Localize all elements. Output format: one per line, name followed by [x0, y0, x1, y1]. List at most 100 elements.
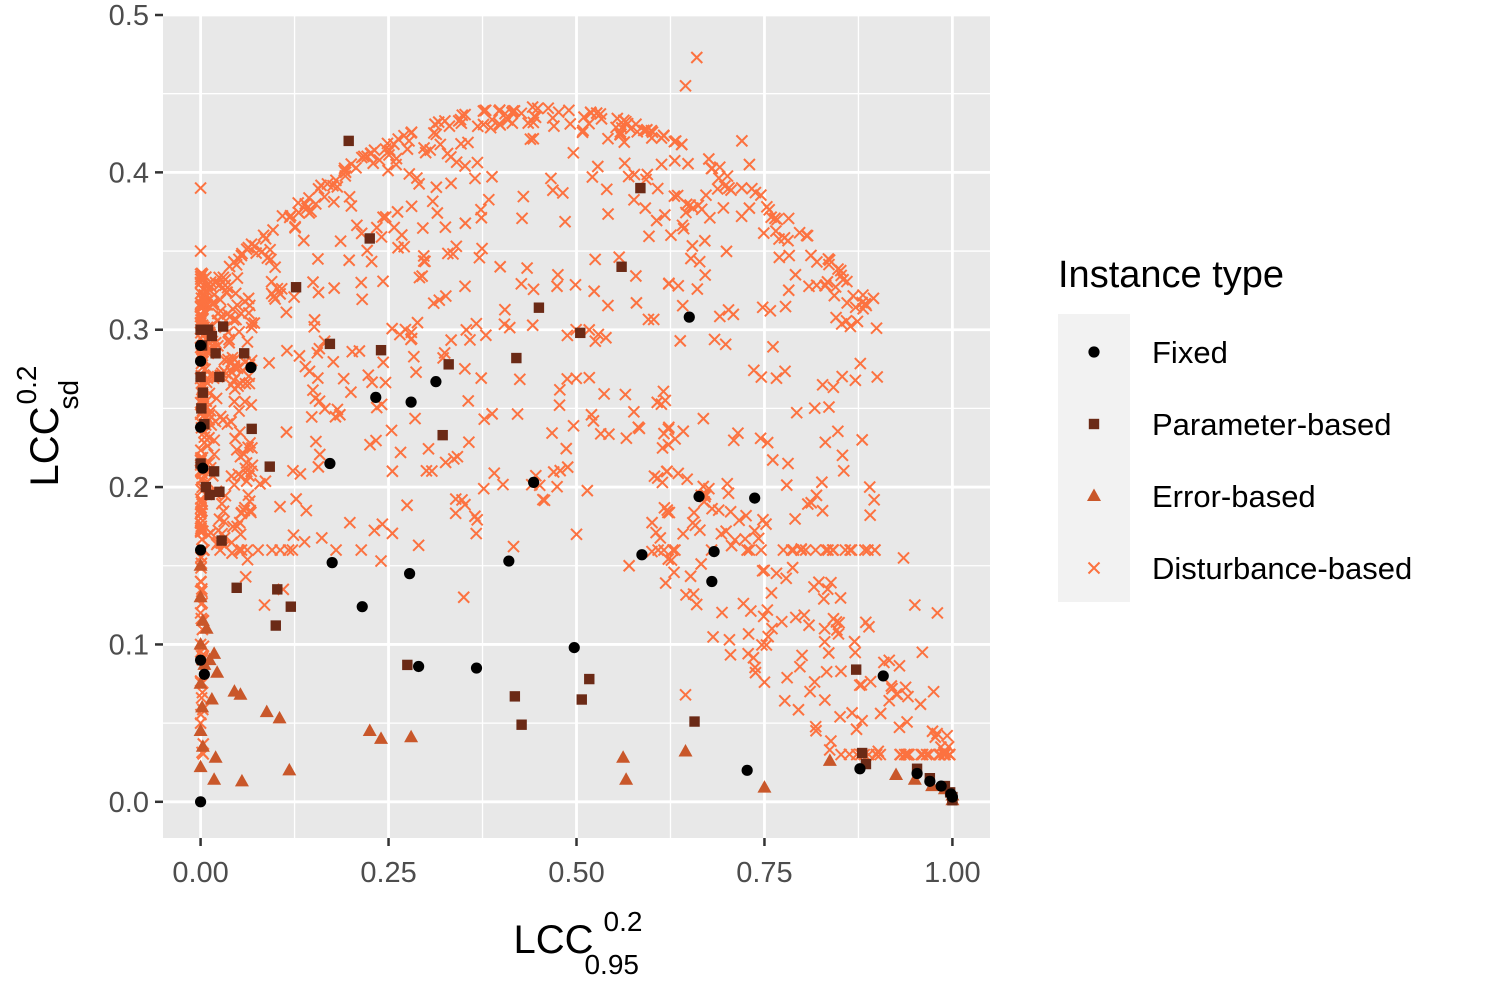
point-disturbance: [422, 442, 435, 456]
point-disturbance: [405, 200, 418, 213]
point-disturbance: [259, 232, 272, 245]
point-parameter: [246, 423, 257, 435]
point-disturbance: [632, 421, 645, 434]
point-disturbance: [656, 441, 669, 455]
point-disturbance: [831, 425, 845, 438]
point-disturbance: [376, 517, 389, 531]
point-parameter: [195, 324, 206, 335]
point-disturbance: [765, 586, 778, 600]
point-error: [204, 692, 219, 705]
point-disturbance: [599, 331, 613, 344]
point-disturbance: [463, 333, 477, 347]
point-disturbance: [407, 350, 421, 363]
point-disturbance: [245, 441, 259, 455]
point-disturbance: [586, 170, 599, 184]
point-disturbance: [505, 106, 519, 119]
point-disturbance: [662, 277, 676, 290]
point-disturbance: [864, 675, 877, 688]
point-disturbance: [788, 512, 802, 526]
point-disturbance: [503, 321, 516, 334]
point-parameter: [509, 691, 521, 702]
point-disturbance: [228, 432, 242, 445]
point-disturbance: [309, 435, 323, 448]
point-disturbance: [515, 212, 529, 225]
point-disturbance: [434, 138, 447, 151]
point-disturbance: [725, 539, 738, 552]
point-disturbance: [722, 303, 735, 317]
point-disturbance: [526, 319, 539, 332]
legend-label-4: Disturbance-based: [1152, 551, 1412, 586]
point-disturbance: [455, 493, 469, 507]
point-disturbance: [385, 322, 399, 335]
point-disturbance: [712, 171, 726, 185]
point-disturbance: [645, 545, 659, 558]
point-disturbance: [262, 356, 276, 370]
point-disturbance: [761, 630, 775, 643]
point-disturbance: [493, 103, 506, 117]
point-disturbance: [790, 406, 803, 419]
point-disturbance: [583, 371, 596, 384]
point-disturbance: [870, 321, 883, 335]
point-disturbance: [720, 245, 733, 258]
point-disturbance: [844, 320, 857, 333]
point-disturbance: [735, 134, 749, 148]
point-disturbance: [194, 244, 207, 258]
point-disturbance: [318, 402, 332, 415]
point-disturbance: [410, 171, 424, 185]
point-disturbance: [245, 237, 258, 251]
point-disturbance: [370, 221, 384, 234]
point-disturbance: [217, 505, 230, 518]
point-disturbance: [243, 495, 256, 508]
point-error: [202, 652, 217, 666]
point-disturbance: [536, 493, 550, 506]
point-parameter: [533, 302, 545, 313]
point-disturbance: [485, 407, 499, 421]
point-parameter: [364, 233, 375, 244]
point-disturbance: [748, 661, 762, 674]
point-disturbance: [261, 251, 274, 265]
point-disturbance: [731, 427, 745, 440]
point-disturbance: [708, 333, 721, 346]
point-error: [193, 558, 208, 571]
y-axis: 0.0 0.1 0.2 0.3 0.4 0.5: [109, 0, 163, 819]
point-fixed: [194, 339, 207, 352]
point-disturbance: [931, 606, 944, 620]
point-disturbance: [665, 553, 678, 567]
point-disturbance: [770, 371, 783, 385]
point-disturbance: [690, 51, 703, 64]
point-error: [193, 676, 208, 689]
point-disturbance: [655, 158, 668, 171]
point-disturbance: [311, 346, 324, 360]
point-disturbance: [744, 604, 758, 618]
point-fixed: [503, 555, 515, 567]
point-disturbance: [423, 143, 437, 157]
point-disturbance: [299, 197, 312, 211]
point-disturbance: [567, 146, 580, 160]
point-disturbance: [735, 181, 748, 195]
point-disturbance: [658, 208, 672, 222]
point-disturbance: [898, 748, 911, 761]
legend: Instance type Fixed Parameter-based Error-…: [1058, 254, 1412, 602]
point-disturbance: [597, 387, 611, 401]
point-disturbance: [657, 543, 671, 557]
point-disturbance: [619, 388, 632, 401]
point-disturbance: [757, 610, 770, 623]
point-disturbance: [450, 155, 463, 169]
point-parameter: [214, 486, 225, 498]
point-disturbance: [438, 114, 452, 128]
point-disturbance: [241, 441, 255, 454]
point-disturbance: [894, 748, 907, 761]
point-disturbance: [662, 438, 675, 451]
point-disturbance: [666, 543, 680, 557]
point-disturbance: [611, 112, 624, 125]
point-disturbance: [874, 707, 887, 720]
point-disturbance: [686, 239, 699, 253]
point-disturbance: [198, 436, 211, 449]
point-parameter: [343, 135, 354, 147]
point-disturbance: [470, 527, 483, 540]
point-fixed: [854, 763, 866, 775]
point-disturbance: [721, 477, 734, 490]
point-fixed: [568, 641, 580, 654]
point-disturbance: [735, 210, 748, 223]
point-disturbance: [858, 543, 872, 557]
